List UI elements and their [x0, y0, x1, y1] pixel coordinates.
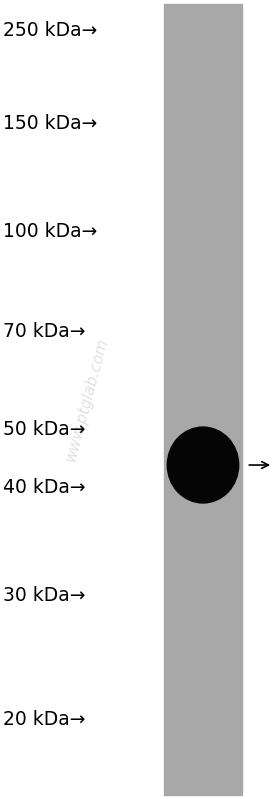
Bar: [164, 4, 242, 795]
Text: 50 kDa→: 50 kDa→: [3, 419, 85, 439]
Text: 100 kDa→: 100 kDa→: [3, 222, 97, 241]
Text: 70 kDa→: 70 kDa→: [3, 322, 85, 341]
Text: www.ptglab.com: www.ptglab.com: [63, 336, 111, 463]
Text: 20 kDa→: 20 kDa→: [3, 710, 85, 729]
Text: 40 kDa→: 40 kDa→: [3, 478, 85, 497]
Text: 250 kDa→: 250 kDa→: [3, 21, 97, 40]
Ellipse shape: [167, 427, 239, 503]
Text: 150 kDa→: 150 kDa→: [3, 114, 97, 133]
Text: 30 kDa→: 30 kDa→: [3, 586, 85, 605]
